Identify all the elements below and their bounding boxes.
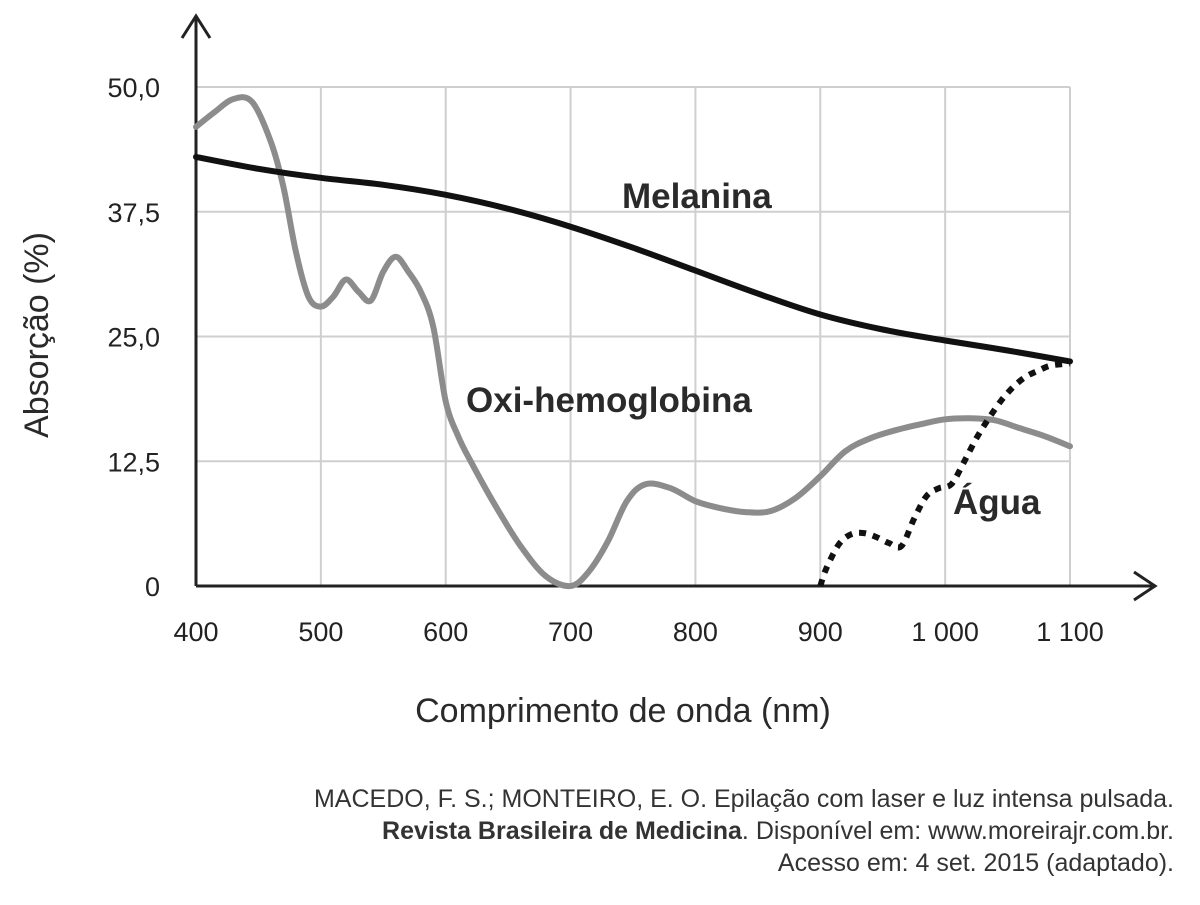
x-tick-label: 900: [798, 617, 843, 647]
x-tick-label: 1 100: [1036, 617, 1104, 647]
y-tick-label: 25,0: [107, 323, 160, 353]
series-label-agua: Água: [953, 482, 1041, 522]
y-tick-label: 0: [145, 572, 160, 602]
x-tick-label: 800: [673, 617, 718, 647]
x-tick-label: 400: [173, 617, 218, 647]
y-tick-labels: 0 12,5 25,0 37,5 50,0: [107, 73, 160, 602]
x-tick-label: 500: [298, 617, 343, 647]
series-label-oxi-hemoglobina: Oxi-hemoglobina: [466, 381, 752, 420]
x-axis-arrowhead: [1133, 570, 1158, 602]
source-citation-line-3: Acesso em: 4 set. 2015 (adaptado).: [777, 849, 1174, 877]
availability-text: . Disponível em: www.moreirajr.com.br.: [741, 817, 1174, 845]
series-lines: [193, 94, 1073, 590]
series-line-agua: [817, 360, 1071, 587]
source-citation-line-1: MACEDO, F. S.; MONTEIRO, E. O. Epilação …: [313, 785, 1174, 813]
source-citation-line-2: Revista Brasileira de Medicina. Disponív…: [174, 815, 1174, 847]
x-tick-label: 700: [548, 617, 593, 647]
x-tick-labels: 400 500 600 700 800 900 1 000 1 100: [173, 617, 1103, 647]
x-tick-label: 1 000: [911, 617, 979, 647]
y-axis-label: Absorção (%): [18, 232, 56, 438]
y-tick-label: 50,0: [107, 73, 160, 103]
y-axis-arrowhead: [180, 13, 212, 39]
absorption-chart: 400 500 600 700 800 900 1 000 1 100 0 12,5 25,0 37…: [18, 13, 1158, 730]
journal-title: Revista Brasileira de Medicina: [382, 817, 742, 845]
x-axis-label: Comprimento de onda (nm): [415, 692, 831, 730]
series-line-melanina: [193, 153, 1073, 365]
y-tick-label: 37,5: [107, 198, 160, 228]
series-label-melanina: Melanina: [622, 177, 772, 216]
series-line-oxi-hemoglobina: [193, 94, 1073, 590]
axes: [180, 13, 1158, 602]
y-tick-label: 12,5: [107, 447, 160, 477]
x-tick-label: 600: [423, 617, 468, 647]
